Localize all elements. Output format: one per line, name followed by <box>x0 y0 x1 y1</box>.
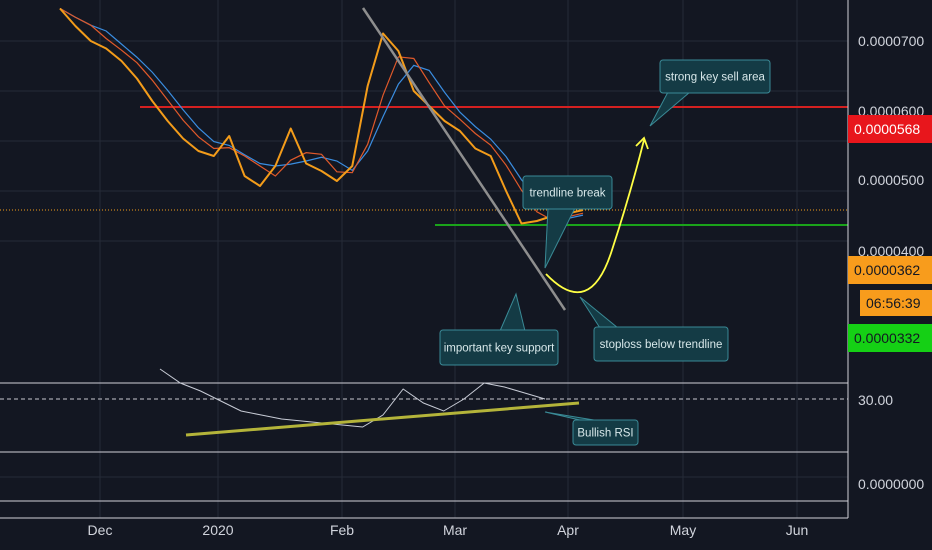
callout-stoploss-tail <box>579 296 620 329</box>
callout-sell-area[interactable]: strong key sell area <box>649 59 771 127</box>
chart-lines <box>0 106 848 226</box>
callout-stoploss-text: stoploss below trendline <box>600 339 723 351</box>
annotations: strong key sell area trendline break impor… <box>159 7 771 446</box>
rsi-line <box>159 368 546 428</box>
callout-trendline-break-text: trendline break <box>529 188 605 200</box>
x-tick-label: Mar <box>443 522 467 538</box>
x-tick-label: Jun <box>786 522 809 538</box>
callout-key-support-tail <box>499 292 526 332</box>
callout-trendline-break-box <box>522 175 613 210</box>
x-tick-label: Dec <box>88 522 113 538</box>
current-price-badge: 0.0000362 <box>848 256 932 284</box>
callout-sell-area-tail <box>649 91 692 127</box>
descending-trendline <box>361 7 567 311</box>
countdown-badge-background <box>860 290 932 316</box>
rsi-trendline <box>185 401 580 437</box>
callout-bullish-rsi-box <box>572 419 639 446</box>
callout-key-support-box <box>439 329 559 366</box>
callout-stoploss-box <box>593 326 729 362</box>
price-line <box>59 7 584 225</box>
y-tick-label: 0.0000700 <box>858 33 924 49</box>
callout-bullish-rsi[interactable]: Bullish RSI <box>544 411 639 446</box>
support-price-badge: 0.0000332 <box>848 324 932 352</box>
x-tick-label: Feb <box>330 522 354 538</box>
callout-sell-area-text: strong key sell area <box>665 72 765 84</box>
projection-arrow <box>545 139 645 294</box>
moving-average-fast-line <box>59 7 584 221</box>
countdown-badge-text: 06:56:39 <box>866 295 921 311</box>
moving-average-slow-line <box>59 7 584 220</box>
callout-trendline-break-tail <box>544 207 576 269</box>
countdown-badge: 06:56:39 <box>860 290 932 316</box>
resistance-price-badge-text: 0.0000568 <box>854 121 920 137</box>
current-price-badge-background <box>848 256 932 284</box>
y-tick-label: 0.0000500 <box>858 172 924 188</box>
callout-sell-area-box <box>659 59 771 94</box>
support-price-badge-background <box>848 324 932 352</box>
projection-arrow-head <box>635 136 649 150</box>
callout-key-support-text: important key support <box>444 343 555 355</box>
rsi-level-label: 30.00 <box>858 392 893 408</box>
y-tick-label: 0.0000400 <box>858 243 924 259</box>
callout-trendline-break[interactable]: trendline break <box>522 175 613 269</box>
y-tick-label: 0.0000000 <box>858 476 924 492</box>
x-tick-label: May <box>670 522 696 538</box>
price-series-group <box>59 7 584 225</box>
callout-bullish-rsi-text: Bullish RSI <box>577 428 633 440</box>
resistance-price-badge-background <box>848 115 932 143</box>
callout-key-support[interactable]: important key support <box>439 292 559 366</box>
x-tick-label: 2020 <box>202 522 233 538</box>
price-axis: 0.00007000.00006000.00005000.00004000.00… <box>847 0 932 550</box>
resistance-price-badge: 0.0000568 <box>848 115 932 143</box>
support-price-badge-text: 0.0000332 <box>854 330 920 346</box>
current-price-badge-text: 0.0000362 <box>854 262 920 278</box>
callout-stoploss[interactable]: stoploss below trendline <box>579 296 729 362</box>
x-tick-label: Apr <box>557 522 579 538</box>
time-axis: Dec 2020 Feb Mar Apr May Jun <box>0 517 848 538</box>
